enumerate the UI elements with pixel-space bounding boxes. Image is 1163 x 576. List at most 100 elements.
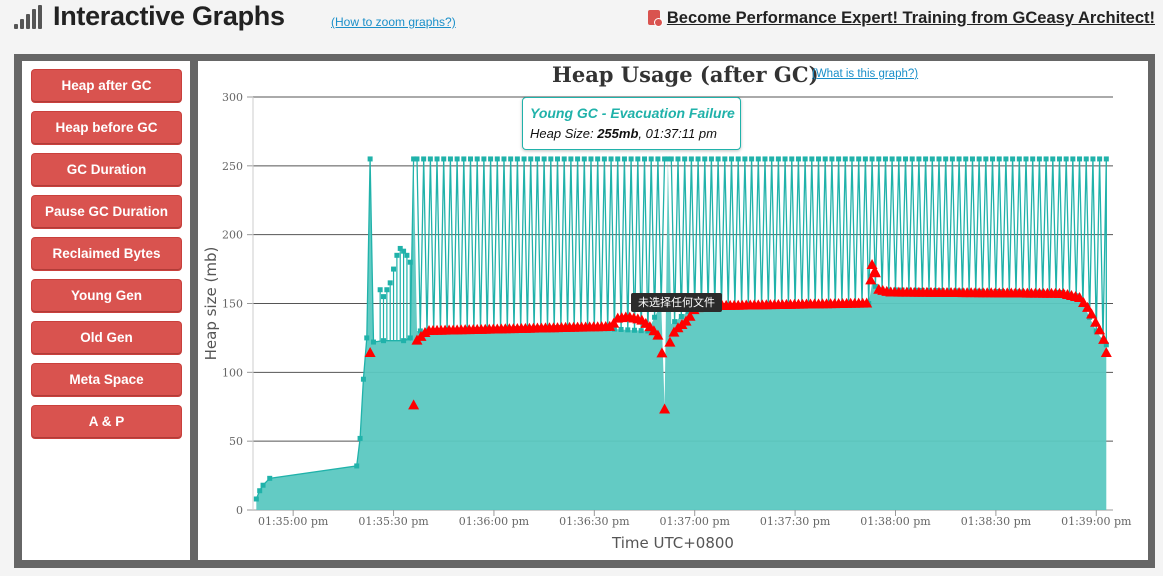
young-gc-marker xyxy=(631,327,637,333)
young-gc-marker xyxy=(896,156,902,162)
x-tick-label: 01:39:00 pm xyxy=(1061,515,1132,528)
full-gc-marker xyxy=(656,347,668,358)
tooltip-time: , 01:37:11 pm xyxy=(638,126,717,141)
young-gc-marker xyxy=(876,156,882,162)
file-input-tooltip: 未选择任何文件 xyxy=(631,293,722,312)
young-gc-marker xyxy=(1063,156,1069,162)
young-gc-marker xyxy=(1097,156,1103,162)
full-gc-marker xyxy=(1100,347,1112,358)
young-gc-marker xyxy=(387,280,393,286)
young-gc-marker xyxy=(665,156,671,162)
young-gc-marker xyxy=(364,335,370,341)
training-promo-link[interactable]: Become Performance Expert! Training from… xyxy=(647,9,1155,28)
x-tick-label: 01:36:30 pm xyxy=(559,515,630,528)
young-gc-marker xyxy=(742,156,748,162)
young-gc-marker xyxy=(541,156,547,162)
young-gc-marker xyxy=(802,156,808,162)
young-gc-marker xyxy=(370,339,376,345)
young-gc-marker xyxy=(1010,156,1016,162)
young-gc-marker xyxy=(1003,156,1009,162)
young-gc-marker xyxy=(360,376,366,382)
young-gc-marker xyxy=(996,156,1002,162)
y-tick-label: 100 xyxy=(222,366,243,379)
old-gen-button[interactable]: Old Gen xyxy=(32,322,181,354)
promo-label: Become Performance Expert! Training from… xyxy=(666,9,1155,27)
young-gc-marker xyxy=(401,248,407,254)
young-gen-button[interactable]: Young Gen xyxy=(32,280,181,312)
young-gc-marker xyxy=(417,328,423,334)
young-gc-marker xyxy=(608,156,614,162)
young-gc-marker xyxy=(568,156,574,162)
heap-after-gc-button[interactable]: Heap after GC xyxy=(32,70,181,102)
young-gc-marker xyxy=(514,156,520,162)
young-gc-marker xyxy=(354,463,360,469)
young-gc-marker xyxy=(454,156,460,162)
full-gc-marker xyxy=(1098,333,1110,344)
full-gc-marker xyxy=(652,329,664,340)
young-gc-marker xyxy=(715,156,721,162)
young-gc-marker xyxy=(842,156,848,162)
young-gc-marker xyxy=(836,156,842,162)
young-gc-marker xyxy=(1070,156,1076,162)
young-gc-marker xyxy=(795,156,801,162)
y-tick-label: 0 xyxy=(236,504,243,517)
young-gc-marker xyxy=(548,156,554,162)
young-gc-marker xyxy=(601,156,607,162)
young-gc-marker xyxy=(1043,156,1049,162)
young-gc-marker xyxy=(688,156,694,162)
young-gc-marker xyxy=(829,156,835,162)
young-gc-marker xyxy=(775,156,781,162)
young-gc-marker xyxy=(755,156,761,162)
young-gc-marker xyxy=(816,156,822,162)
young-gc-marker xyxy=(889,156,895,162)
young-gc-marker xyxy=(856,156,862,162)
young-gc-marker xyxy=(468,156,474,162)
young-gc-marker xyxy=(1036,156,1042,162)
young-gc-marker xyxy=(367,156,373,162)
young-gc-marker xyxy=(916,156,922,162)
young-gc-marker xyxy=(963,156,969,162)
x-tick-label: 01:36:00 pm xyxy=(459,515,530,528)
young-gc-marker xyxy=(652,314,658,320)
heap-area-series xyxy=(256,158,1107,510)
young-gc-marker xyxy=(1050,156,1056,162)
certificate-icon xyxy=(647,10,663,27)
x-tick-label: 01:35:00 pm xyxy=(258,515,329,528)
young-gc-marker xyxy=(675,156,681,162)
young-gc-marker xyxy=(943,156,949,162)
heap-before-gc-button[interactable]: Heap before GC xyxy=(32,112,181,144)
full-gc-marker xyxy=(684,310,696,321)
pause-gc-duration-button[interactable]: Pause GC Duration xyxy=(32,196,181,228)
graph-selector-sidebar: Heap after GC Heap before GC GC Duration… xyxy=(22,61,190,560)
gc-duration-button[interactable]: GC Duration xyxy=(32,154,181,186)
young-gc-marker xyxy=(695,156,701,162)
reclaimed-bytes-button[interactable]: Reclaimed Bytes xyxy=(32,238,181,270)
young-gc-marker xyxy=(401,338,407,344)
young-gc-line xyxy=(255,158,1107,500)
a-and-p-button[interactable]: A & P xyxy=(32,406,181,438)
young-gc-marker xyxy=(381,338,387,344)
young-gc-marker xyxy=(501,156,507,162)
meta-space-button[interactable]: Meta Space xyxy=(32,364,181,396)
young-gc-marker xyxy=(1090,156,1096,162)
young-gc-marker xyxy=(929,156,935,162)
what-is-this-graph-link[interactable]: (What is this graph?) xyxy=(812,68,919,80)
zoom-help-link[interactable]: (How to zoom graphs?) xyxy=(331,15,456,29)
full-gc-marker xyxy=(1086,308,1098,319)
young-gc-marker xyxy=(903,156,909,162)
young-gc-marker xyxy=(1103,156,1109,162)
young-gc-marker xyxy=(923,156,929,162)
young-gc-marker xyxy=(411,156,417,162)
young-gc-marker xyxy=(906,287,912,293)
young-gc-marker xyxy=(735,156,741,162)
young-gc-marker xyxy=(872,283,878,289)
full-gc-marker xyxy=(664,336,676,347)
young-gc-marker xyxy=(672,319,678,325)
young-gc-marker xyxy=(729,156,735,162)
young-gc-marker xyxy=(611,326,617,332)
young-gc-marker xyxy=(534,156,540,162)
full-gc-marker xyxy=(865,274,877,285)
young-gc-marker xyxy=(678,313,684,319)
young-gc-marker xyxy=(976,156,982,162)
